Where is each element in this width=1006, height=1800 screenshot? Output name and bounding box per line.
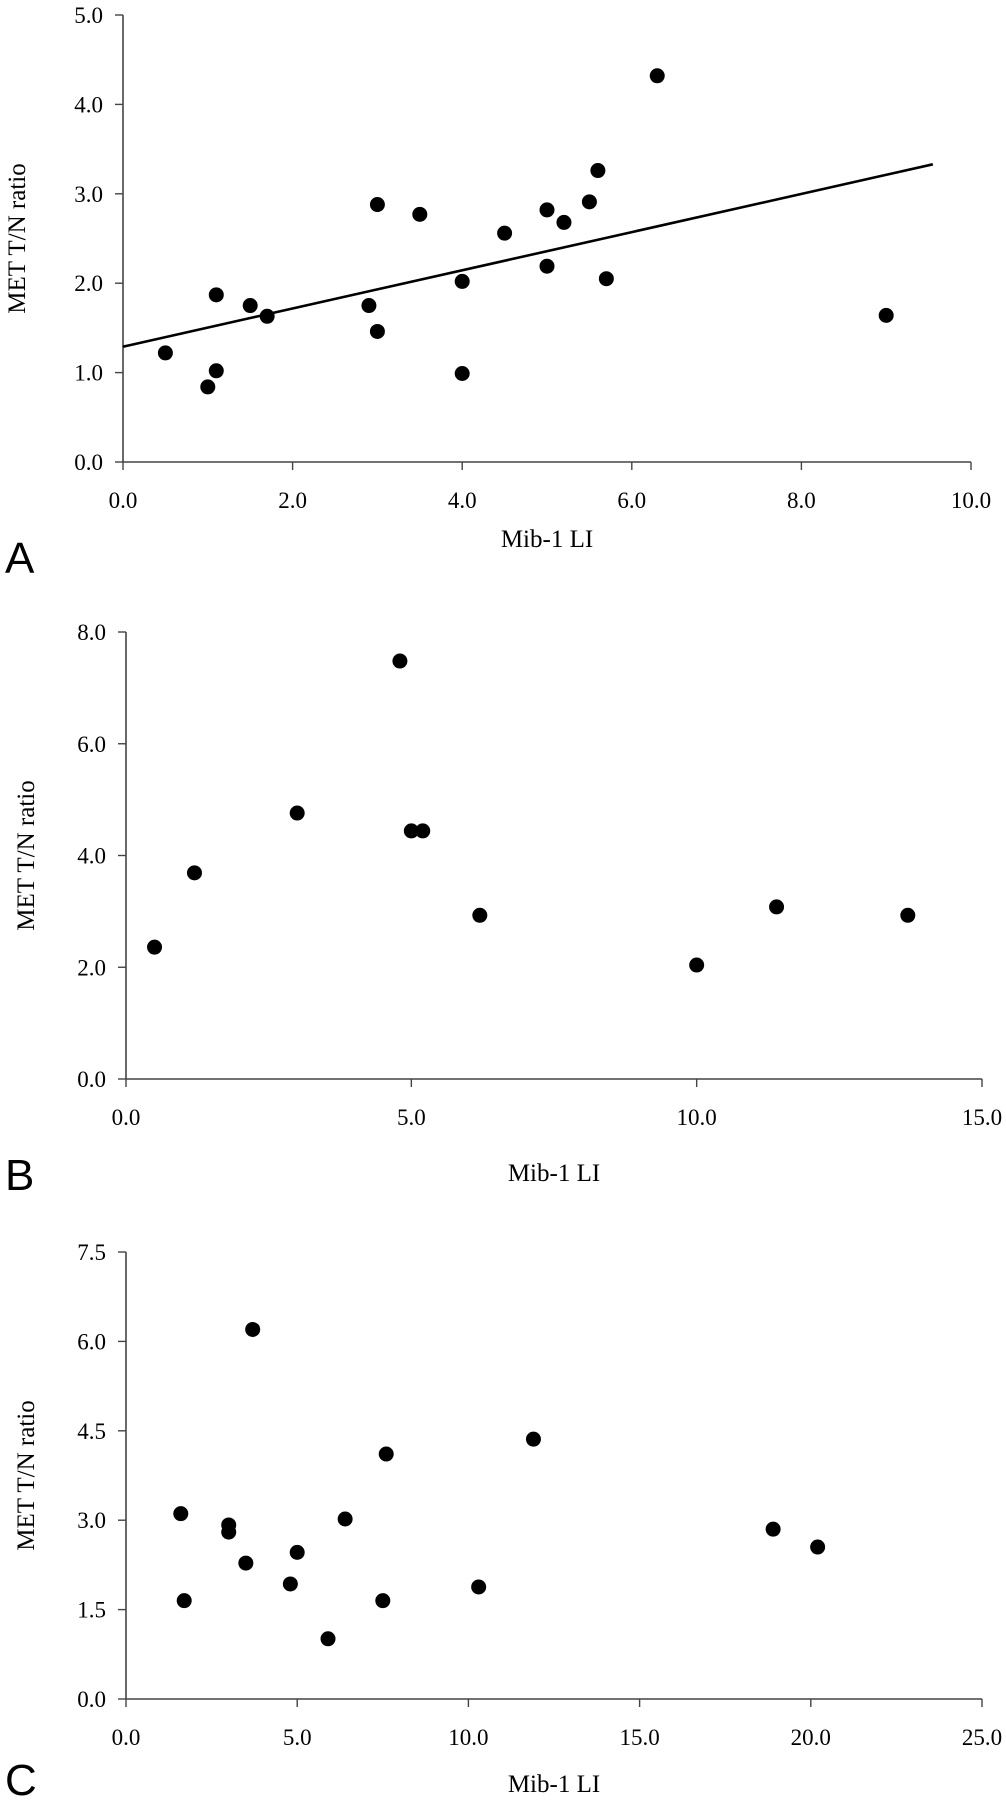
y-tick-label: 0.0	[77, 1687, 106, 1712]
y-tick-label: 1.0	[74, 361, 103, 386]
data-point	[415, 823, 431, 839]
data-point	[598, 271, 614, 287]
panel-letter: A	[5, 534, 35, 583]
x-tick-label: 20.0	[791, 1725, 831, 1750]
data-point	[525, 1431, 541, 1447]
y-axis-title: MET T/N ratio	[13, 1400, 40, 1550]
data-point	[176, 1593, 192, 1609]
data-point	[200, 379, 216, 395]
data-point	[378, 1446, 394, 1462]
x-tick-label: 0.0	[112, 1105, 141, 1130]
data-point	[147, 939, 163, 955]
y-tick-label: 4.0	[77, 844, 106, 869]
data-point	[472, 907, 488, 923]
y-tick-label: 3.0	[77, 1508, 106, 1533]
data-point	[289, 805, 305, 821]
y-tick-label: 2.0	[74, 271, 103, 296]
y-tick-label: 4.5	[77, 1419, 106, 1444]
data-point	[392, 653, 408, 669]
data-point	[581, 194, 597, 210]
data-point	[454, 365, 470, 381]
data-point	[361, 298, 377, 314]
data-point	[157, 345, 173, 361]
x-tick-label: 0.0	[109, 488, 138, 513]
data-point	[765, 1521, 781, 1537]
y-tick-label: 7.5	[77, 1240, 106, 1265]
data-point	[689, 957, 705, 973]
data-point	[186, 865, 202, 881]
x-tick-label: 4.0	[448, 488, 477, 513]
data-point	[454, 273, 470, 289]
y-tick-label: 1.5	[77, 1598, 106, 1623]
data-point	[810, 1539, 826, 1555]
y-axis-title: MET T/N ratio	[13, 780, 40, 930]
data-point	[900, 907, 916, 923]
data-point	[412, 206, 428, 222]
x-tick-label: 25.0	[962, 1725, 1002, 1750]
data-point	[173, 1506, 189, 1522]
panel-letter: C	[5, 1756, 37, 1800]
data-point	[769, 899, 785, 915]
x-tick-label: 5.0	[283, 1725, 312, 1750]
data-point	[375, 1593, 391, 1609]
data-point	[208, 287, 224, 303]
y-tick-label: 0.0	[77, 1067, 106, 1092]
data-point	[590, 163, 606, 179]
data-point	[337, 1511, 353, 1527]
y-tick-label: 6.0	[77, 1329, 106, 1354]
data-point	[649, 68, 665, 84]
x-tick-label: 10.0	[677, 1105, 717, 1130]
data-point	[539, 258, 555, 274]
data-point	[238, 1555, 254, 1571]
x-tick-label: 0.0	[112, 1725, 141, 1750]
x-tick-label: 6.0	[617, 488, 646, 513]
data-point	[259, 308, 275, 324]
y-axis-title: MET T/N ratio	[4, 163, 31, 313]
y-tick-label: 4.0	[74, 92, 103, 117]
trend-line	[122, 163, 934, 348]
data-point	[221, 1524, 237, 1540]
y-tick-label: 2.0	[77, 955, 106, 980]
x-tick-label: 10.0	[951, 488, 991, 513]
y-tick-label: 8.0	[77, 620, 106, 645]
x-axis-title: Mib-1 LI	[508, 1160, 600, 1187]
data-point	[208, 363, 224, 379]
data-point	[245, 1321, 261, 1337]
y-tick-label: 3.0	[74, 182, 103, 207]
data-point	[320, 1631, 336, 1647]
chart-panel-a: 0.0 1.0 2.0 3.0 4.0 5.0 0.0 2.0 4.0 6.0 8.0 10.0 MET…	[4, 3, 991, 583]
data-point	[289, 1544, 305, 1560]
y-tick-label: 5.0	[74, 3, 103, 28]
x-axis-title: Mib-1 LI	[508, 1771, 600, 1798]
x-tick-label: 15.0	[962, 1105, 1002, 1130]
data-point	[369, 323, 385, 339]
data-point	[242, 298, 258, 314]
x-tick-label: 2.0	[278, 488, 307, 513]
x-tick-label: 5.0	[397, 1105, 426, 1130]
x-tick-label: 8.0	[787, 488, 816, 513]
x-tick-label: 15.0	[619, 1725, 659, 1750]
data-point	[282, 1576, 298, 1592]
x-tick-label: 10.0	[448, 1725, 488, 1750]
chart-panel-c: 0.0 1.5 3.0 4.5 6.0 7.5 0.0 5.0 10.0 15.0 20.0 25.0…	[5, 1240, 1002, 1800]
data-point	[878, 307, 894, 323]
y-tick-label: 6.0	[77, 732, 106, 757]
data-point	[403, 823, 419, 839]
data-point	[369, 197, 385, 213]
data-point	[539, 202, 555, 218]
x-axis-title: Mib-1 LI	[501, 526, 593, 553]
data-point	[497, 225, 513, 241]
data-point	[556, 214, 572, 230]
panel-letter: B	[5, 1151, 34, 1200]
y-tick-label: 0.0	[74, 450, 103, 475]
data-point	[471, 1579, 487, 1595]
chart-panel-b: 0.0 2.0 4.0 6.0 8.0 0.0 5.0 10.0 15.0 MET T/N rat…	[5, 620, 1002, 1200]
